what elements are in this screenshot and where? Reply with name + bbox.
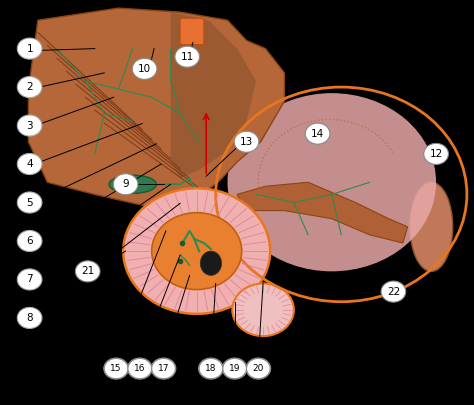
Text: 15: 15 — [109, 364, 123, 373]
Text: 19: 19 — [229, 364, 240, 373]
Circle shape — [175, 46, 200, 67]
Circle shape — [18, 269, 42, 290]
Circle shape — [246, 358, 270, 379]
Polygon shape — [28, 8, 284, 211]
Text: 11: 11 — [181, 52, 194, 62]
Circle shape — [151, 358, 176, 379]
Text: 17: 17 — [157, 364, 170, 373]
Polygon shape — [171, 12, 256, 178]
Circle shape — [222, 358, 247, 379]
Circle shape — [128, 358, 152, 379]
Text: 7: 7 — [27, 275, 33, 284]
Ellipse shape — [410, 182, 453, 271]
Circle shape — [223, 358, 246, 379]
Circle shape — [305, 123, 330, 144]
Ellipse shape — [109, 175, 156, 194]
Text: 1: 1 — [27, 44, 33, 53]
Circle shape — [104, 358, 128, 379]
Ellipse shape — [200, 251, 221, 275]
Circle shape — [123, 188, 270, 314]
Text: 22: 22 — [387, 287, 400, 296]
Circle shape — [18, 307, 42, 328]
Text: 21: 21 — [81, 266, 94, 276]
Circle shape — [381, 281, 406, 302]
Text: 4: 4 — [27, 159, 33, 169]
Circle shape — [18, 38, 42, 59]
Circle shape — [199, 358, 223, 379]
Circle shape — [113, 174, 138, 195]
Circle shape — [18, 77, 42, 98]
Text: 19: 19 — [228, 364, 241, 373]
Text: 20: 20 — [252, 364, 265, 373]
Circle shape — [128, 358, 152, 379]
FancyBboxPatch shape — [180, 18, 204, 45]
Circle shape — [18, 153, 42, 175]
Text: 3: 3 — [27, 121, 33, 130]
Circle shape — [424, 143, 448, 164]
Text: 16: 16 — [133, 364, 146, 373]
Circle shape — [152, 358, 175, 379]
Circle shape — [18, 192, 42, 213]
Circle shape — [232, 284, 294, 336]
Circle shape — [104, 358, 128, 379]
Circle shape — [199, 358, 223, 379]
Text: 17: 17 — [158, 364, 169, 373]
Circle shape — [132, 58, 157, 79]
Circle shape — [18, 230, 42, 252]
Circle shape — [75, 261, 100, 282]
Text: 15: 15 — [110, 364, 122, 373]
Text: 13: 13 — [240, 137, 253, 147]
Text: 5: 5 — [27, 198, 33, 207]
Text: 2: 2 — [27, 82, 33, 92]
Circle shape — [152, 213, 242, 290]
Text: 14: 14 — [311, 129, 324, 139]
Text: 8: 8 — [27, 313, 33, 323]
Circle shape — [246, 358, 271, 379]
Text: 20: 20 — [253, 364, 264, 373]
Polygon shape — [237, 182, 408, 243]
Text: 18: 18 — [205, 364, 217, 373]
Text: 18: 18 — [204, 364, 218, 373]
Text: 6: 6 — [27, 236, 33, 246]
Text: 10: 10 — [138, 64, 151, 74]
Ellipse shape — [228, 93, 436, 271]
Text: 12: 12 — [429, 149, 443, 159]
Text: 16: 16 — [134, 364, 146, 373]
Circle shape — [234, 131, 259, 152]
Circle shape — [18, 115, 42, 136]
Text: 9: 9 — [122, 179, 129, 189]
